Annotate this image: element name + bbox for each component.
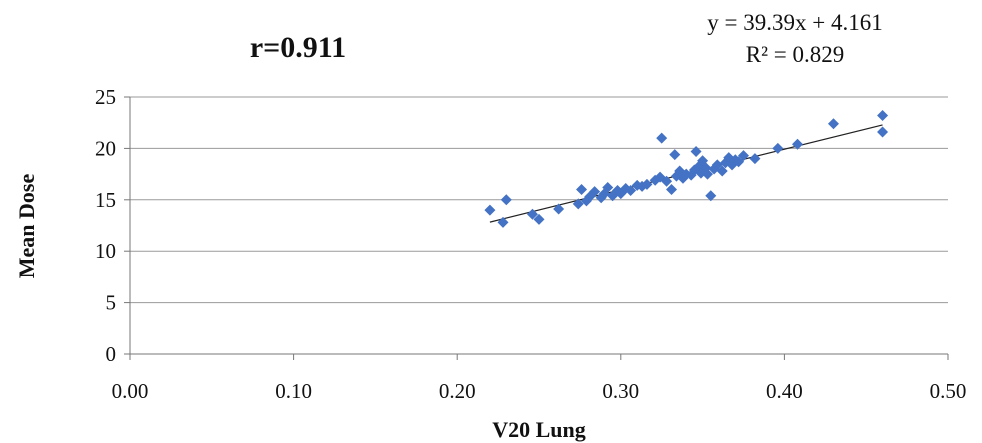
data-point <box>500 194 512 206</box>
data-point <box>576 184 588 196</box>
x-tick-label: 0.20 <box>439 379 476 403</box>
y-axis-title: Mean Dose <box>14 174 39 279</box>
data-point <box>589 186 601 198</box>
data-point <box>572 198 584 210</box>
x-tick-label: 0.00 <box>112 379 149 403</box>
data-point <box>738 150 749 162</box>
x-tick-label: 0.50 <box>930 379 967 403</box>
data-point <box>553 203 565 215</box>
data-point <box>661 175 673 187</box>
r-squared-annotation: R² = 0.829 <box>746 42 844 67</box>
data-point <box>669 149 681 161</box>
data-points <box>484 110 889 228</box>
y-tick-label: 15 <box>95 188 116 212</box>
data-point <box>791 138 803 150</box>
data-point <box>749 153 761 165</box>
data-point <box>702 168 714 180</box>
trendline-equation: y = 39.39x + 4.161 <box>707 10 882 35</box>
data-point <box>666 184 678 196</box>
data-point <box>733 156 745 168</box>
data-point <box>711 159 723 171</box>
data-point <box>533 213 545 225</box>
data-point <box>641 178 653 190</box>
data-point <box>877 110 889 122</box>
data-point <box>484 204 496 216</box>
data-point <box>625 185 637 197</box>
data-point <box>690 145 702 157</box>
data-point <box>602 181 614 193</box>
axes <box>124 96 949 360</box>
data-point <box>497 216 509 228</box>
x-tick-label: 0.30 <box>602 379 639 403</box>
x-tick-label: 0.40 <box>766 379 803 403</box>
data-point <box>656 132 668 144</box>
y-tick-label: 10 <box>95 239 116 263</box>
data-point <box>877 126 889 138</box>
correlation-annotation: r=0.911 <box>250 31 346 64</box>
data-point <box>705 190 717 202</box>
y-tick-label: 20 <box>95 136 116 160</box>
y-tick-label: 0 <box>106 342 117 366</box>
data-point <box>716 165 728 177</box>
data-point <box>526 208 538 220</box>
data-point <box>772 142 784 154</box>
y-tick-label: 25 <box>95 85 116 109</box>
gridlines <box>130 96 948 304</box>
x-tick-label: 0.10 <box>275 379 312 403</box>
data-point <box>827 118 839 130</box>
x-axis-title: V20 Lung <box>492 417 586 442</box>
tick-labels: 0 5 10 15 20 25 0.00 0.10 0.20 0.30 0.40 0.50 <box>95 85 966 403</box>
y-tick-label: 5 <box>106 291 117 315</box>
